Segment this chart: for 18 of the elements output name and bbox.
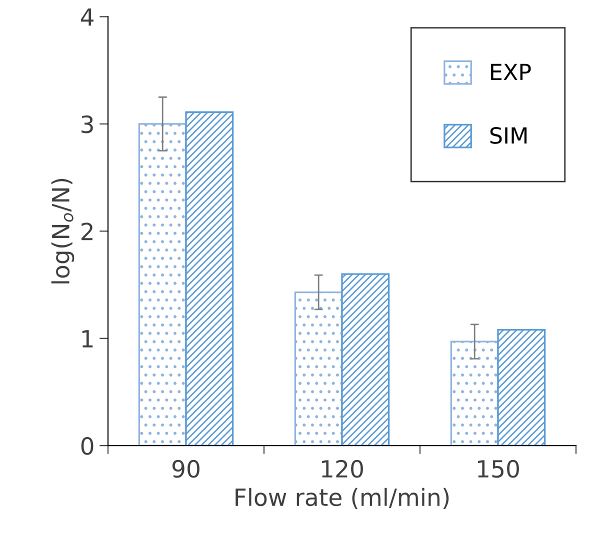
y-tick-label: 2 xyxy=(82,222,92,240)
x-tick-label: 120 xyxy=(322,460,363,478)
x-tick-label: 90 xyxy=(172,460,200,478)
x-axis-title: Flow rate (ml/min) xyxy=(236,488,449,509)
y-tick-label: 0 xyxy=(81,437,94,455)
y-axis-title: log(N$_{o}$/N) xyxy=(51,178,74,284)
bar xyxy=(497,328,546,446)
bar xyxy=(294,291,343,446)
bar xyxy=(450,340,499,446)
y-tick-label: 4 xyxy=(80,8,94,26)
bar xyxy=(341,273,390,446)
x-tick-label: 150 xyxy=(478,460,519,478)
bar xyxy=(185,111,234,446)
legend-label: SIM xyxy=(490,127,527,144)
y-tick-label: 3 xyxy=(82,115,93,134)
y-tick-label: 1 xyxy=(82,330,93,348)
bar xyxy=(138,123,187,446)
legend-label: EXP xyxy=(491,64,531,80)
